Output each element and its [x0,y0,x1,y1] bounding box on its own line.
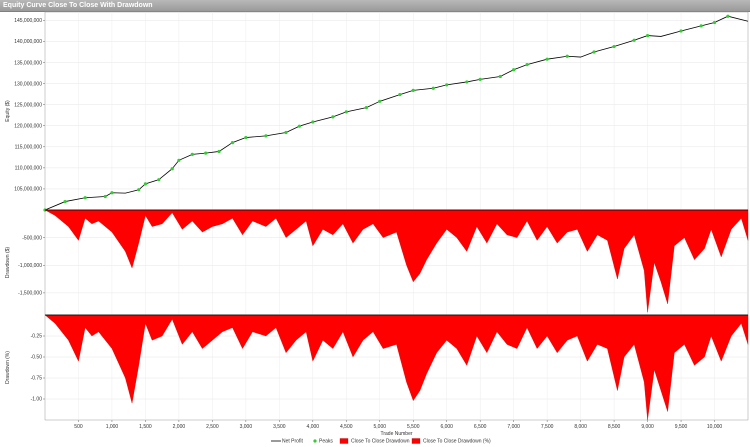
x-axis-title: Trade Number [380,431,412,437]
x-tick-label: 3,000 [240,424,253,430]
peak-point [217,149,221,154]
x-tick-label: 4,000 [307,424,320,430]
x-tick-label: 7,000 [507,424,520,430]
x-tick-label: 3,500 [273,424,286,430]
peak-point [431,86,435,90]
peak-point [512,68,516,72]
peak-point [498,74,502,79]
series-line-net-profit [44,15,749,211]
y-tick-label-drawdown_percent: -0.75 [31,376,43,382]
y-axis-title-equity: Equity ($) [5,100,11,122]
y-axis-title-drawdown_percent: Drawdown (%) [5,351,11,384]
x-tick-label: 4,500 [340,424,353,430]
peak-point [103,194,107,199]
peak-point [311,120,315,124]
x-tick-label: 10,000 [707,424,723,430]
peak-point [137,188,141,192]
peak-point [525,63,529,67]
peak-point [378,99,382,103]
peak-point [264,134,268,138]
legend-label: Close To Close Drawdown (%) [423,439,491,445]
peak-point [565,54,569,58]
peak-point [244,135,248,140]
peak-point [230,140,235,145]
y-tick-label-equity: 105,000,000 [14,187,42,193]
x-tick-label: 1,500 [139,424,152,430]
peak-point [411,88,415,92]
series-area-drawdown-dollars [44,209,749,313]
peak-point [204,151,208,155]
legend-swatch-peaks [313,439,317,443]
peak-point [364,106,368,110]
peak-point [712,20,717,25]
x-tick-label: 6,000 [440,424,453,430]
window-title-bar: Equity Curve Close To Close With Drawdow… [0,0,750,12]
y-tick-label-equity: 130,000,000 [14,81,42,87]
x-tick-label: 5,000 [374,424,387,430]
peak-point [592,50,596,54]
legend-swatch-drawdown [339,438,349,444]
x-tick-label: 5,500 [407,424,420,430]
peak-point [284,130,288,135]
x-tick-label: 8,000 [574,424,587,430]
x-tick-label: 9,000 [641,424,654,430]
y-tick-label-drawdown_percent: -1.00 [31,397,43,403]
legend-swatch-drawdown [411,438,421,444]
peak-point [157,178,161,182]
peak-point [726,14,730,18]
peak-point [465,80,469,84]
peak-point [632,38,636,42]
peak-point [110,191,114,195]
peak-point [445,83,449,87]
x-tick-label: 1,000 [106,424,119,430]
y-tick-label-equity: 140,000,000 [14,39,42,45]
peak-point [297,124,302,128]
peak-point [190,152,194,156]
y-tick-label-drawdown_percent: -0.50 [31,355,43,361]
y-tick-label-equity: 115,000,000 [15,145,43,151]
peak-point [398,92,402,97]
y-tick-label-equity: 110,000,000 [15,166,43,172]
peak-point [63,199,67,204]
y-tick-label-equity: 135,000,000 [14,60,42,66]
peak-point [645,33,650,38]
peak-point [679,29,683,33]
peak-point [545,57,549,61]
x-tick-label: 9,500 [675,424,688,430]
legend-label: Close To Close Drawdown [351,439,410,445]
peak-point [177,158,181,162]
y-tick-label-drawdown_dollars: -500,000 [22,235,42,241]
peak-point [143,182,148,186]
peak-point [699,24,703,28]
peak-point [170,167,174,171]
series-area-drawdown-percent [44,314,749,421]
legend-label: Peaks [319,439,333,445]
y-axis-title-drawdown_dollars: Drawdown ($) [5,247,11,278]
peak-point [83,196,87,200]
y-tick-label-drawdown_percent: -0.25 [31,334,43,340]
y-tick-label-drawdown_dollars: -1,500,000 [18,291,42,297]
x-tick-label: 2,500 [206,424,219,430]
peak-point [612,44,616,49]
y-tick-label-equity: 125,000,000 [14,102,42,108]
x-tick-label: 500 [74,424,83,430]
x-tick-label: 2,000 [173,424,186,430]
y-tick-label-equity: 145,000,000 [14,18,42,24]
peak-point [478,77,482,82]
y-tick-label-drawdown_dollars: -1,000,000 [18,263,42,269]
y-tick-label-equity: 120,000,000 [14,123,42,129]
peak-point [344,110,348,114]
legend-label: Net Profit [282,439,303,445]
x-tick-label: 7,500 [541,424,554,430]
window-title: Equity Curve Close To Close With Drawdow… [3,2,153,9]
peak-point [331,115,335,119]
x-tick-label: 8,500 [608,424,621,430]
x-tick-label: 6,500 [474,424,487,430]
